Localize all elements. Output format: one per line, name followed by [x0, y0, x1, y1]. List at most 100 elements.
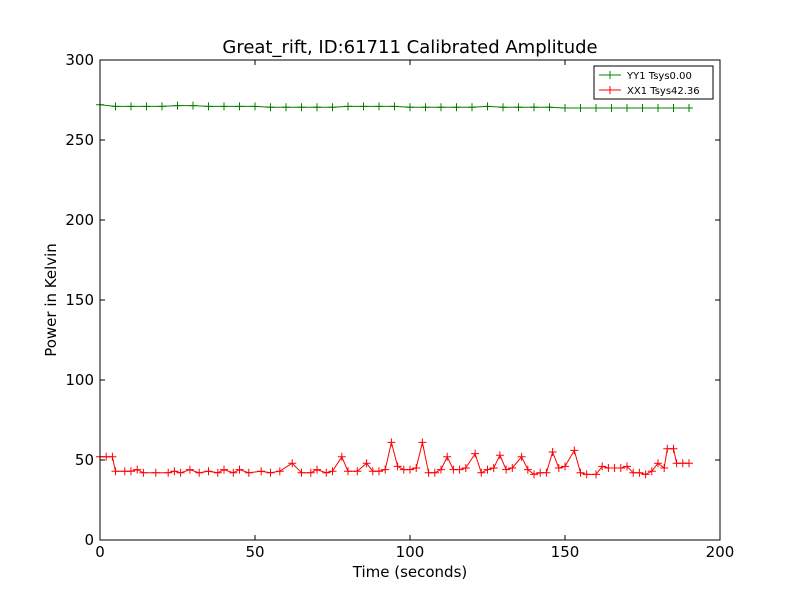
- data-point: [412, 464, 421, 472]
- y-tick-label: 250: [65, 131, 94, 149]
- data-point: [477, 468, 486, 477]
- data-point: [176, 468, 185, 477]
- data-point: [660, 464, 669, 472]
- data-point: [542, 468, 551, 477]
- data-point: [185, 465, 194, 474]
- data-point: [598, 462, 607, 471]
- x-tick-label: 100: [396, 543, 425, 561]
- legend: YY1 Tsys0.00 XX1 Tsys42.36: [593, 65, 714, 100]
- data-point: [514, 103, 523, 112]
- data-point: [297, 468, 306, 477]
- data-point: [220, 465, 228, 474]
- y-tick-label: 0: [84, 531, 94, 549]
- data-point: [582, 470, 591, 479]
- data-point: [421, 103, 430, 112]
- data-point: [244, 468, 253, 477]
- data-point: [548, 448, 557, 456]
- data-point: [282, 103, 290, 112]
- x-tick-label: 200: [706, 543, 735, 561]
- data-point: [635, 468, 644, 477]
- data-point: [359, 102, 368, 111]
- data-point: [623, 462, 631, 471]
- series-0: [96, 100, 693, 112]
- data-point: [495, 451, 504, 460]
- data-point: [452, 103, 461, 112]
- data-point: [229, 468, 238, 477]
- legend-marker: [606, 86, 614, 94]
- data-point: [554, 464, 563, 472]
- data-point: [313, 103, 321, 112]
- x-tick-label: 0: [95, 543, 105, 561]
- data-point: [545, 103, 554, 112]
- data-point: [213, 468, 222, 477]
- y-axis-label: Power in Kelvin: [42, 243, 60, 357]
- y-tick-label: 100: [65, 371, 94, 389]
- data-point: [685, 459, 693, 468]
- legend-label: YY1 Tsys0.00: [626, 71, 692, 82]
- legend-marker: [606, 71, 614, 79]
- data-point: [561, 104, 569, 112]
- data-point: [499, 103, 507, 112]
- chart-title: Great_rift, ID:61711 Calibrated Amplitud…: [222, 37, 597, 58]
- data-point: [561, 462, 569, 471]
- data-point: [576, 104, 585, 112]
- data-point: [623, 104, 631, 112]
- data-point: [375, 102, 383, 111]
- data-point: [375, 467, 383, 476]
- data-point: [390, 102, 399, 111]
- data-point: [266, 103, 275, 112]
- data-point: [669, 444, 678, 453]
- y-tick-label: 200: [65, 211, 94, 229]
- data-point: [406, 103, 414, 112]
- data-point: [353, 467, 362, 476]
- x-tick-label: 50: [245, 543, 264, 561]
- data-point: [337, 452, 346, 461]
- data-point: [111, 467, 120, 476]
- data-point: [288, 459, 297, 468]
- data-point: [306, 468, 315, 477]
- data-point: [344, 102, 352, 111]
- data-point: [220, 102, 228, 111]
- data-point: [455, 465, 464, 474]
- data-point: [235, 465, 244, 474]
- data-point: [195, 468, 204, 477]
- data-point: [576, 468, 585, 477]
- data-point: [297, 103, 306, 112]
- data-point: [443, 452, 452, 461]
- data-point: [654, 459, 662, 468]
- data-point: [173, 101, 182, 110]
- data-point: [437, 465, 445, 474]
- data-point: [461, 464, 470, 472]
- data-point: [638, 104, 647, 112]
- data-point: [471, 449, 480, 458]
- data-point: [669, 104, 678, 112]
- data-point: [251, 102, 259, 111]
- data-point: [468, 103, 476, 112]
- data-point: [235, 102, 244, 111]
- data-point: [393, 462, 402, 471]
- data-point: [530, 103, 538, 112]
- y-tick-label: 150: [65, 291, 94, 309]
- data-point: [158, 102, 166, 111]
- data-point: [483, 465, 492, 474]
- data-point: [328, 103, 337, 112]
- data-point: [164, 468, 173, 477]
- data-point: [592, 104, 600, 112]
- data-point: [517, 452, 526, 461]
- data-point: [508, 464, 517, 472]
- data-point: [592, 470, 600, 479]
- data-point: [127, 467, 135, 476]
- data-point: [523, 465, 532, 474]
- series-layer: [96, 100, 693, 479]
- legend-item: YY1 Tsys0.00: [599, 71, 692, 82]
- data-point: [204, 467, 213, 476]
- data-point: [437, 103, 445, 112]
- data-point: [133, 465, 142, 474]
- data-point: [142, 102, 151, 111]
- x-tick-label: 150: [551, 543, 580, 561]
- data-point: [139, 468, 148, 477]
- series-1: [96, 438, 693, 479]
- data-point: [685, 104, 693, 112]
- data-point: [406, 465, 414, 474]
